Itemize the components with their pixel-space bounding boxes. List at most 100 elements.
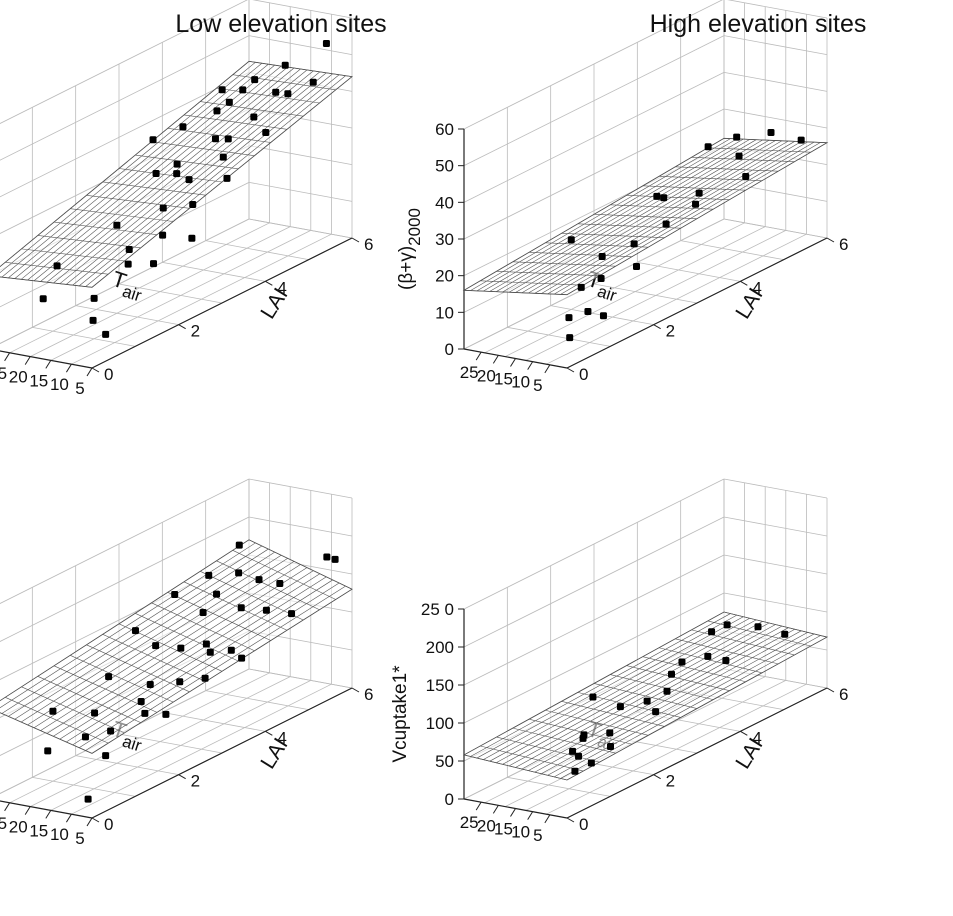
surface-mesh-line [1, 63, 263, 278]
lai-tick-label: 2 [666, 322, 675, 341]
data-point [179, 123, 187, 131]
surface-mesh-line [14, 551, 275, 720]
surface-mesh-line [642, 656, 746, 683]
data-point [239, 86, 247, 94]
surface-mesh-line [0, 62, 256, 274]
data-point [173, 170, 181, 178]
surface-mesh-line [508, 139, 770, 293]
data-point [589, 693, 597, 701]
surface-mesh-line [33, 67, 295, 282]
data-point [323, 553, 331, 561]
z-tick-label: 200 [426, 638, 454, 657]
panel-3: 0501001502002502520151050246Vcuptake1*Ta… [0, 478, 373, 848]
z-axis-label: Vcuptake1* [390, 665, 411, 763]
floor-grid-line [484, 222, 745, 354]
surface-mesh-line [626, 665, 730, 691]
floor-grid-line [118, 283, 223, 304]
tair-tick-label: 15 [494, 370, 513, 389]
data-point [668, 670, 675, 678]
data-point [211, 135, 219, 143]
floor-grid-line [507, 776, 611, 797]
tair-tick-label: 10 [50, 825, 69, 844]
tair-tick [492, 805, 499, 814]
z-tick-label: 50 [435, 157, 454, 176]
tair-tick-label: 5 [75, 829, 84, 848]
back-wall-grid-line [248, 181, 353, 202]
data-point [565, 314, 573, 322]
lai-tick [265, 280, 273, 286]
data-point [331, 555, 339, 563]
lai-tick [566, 367, 575, 373]
panel-1: 01020304050602520151050246(β+γ)2000TairL… [0, 0, 373, 398]
lai-tick [91, 817, 100, 823]
tair-tick [527, 811, 534, 820]
surface-mesh-line [135, 154, 239, 170]
data-point [692, 200, 700, 208]
lai-axis-line [566, 237, 828, 369]
data-point [150, 260, 158, 268]
surface-mesh-line [593, 683, 698, 709]
data-point [159, 231, 167, 239]
data-point [159, 204, 167, 212]
surface-mesh-line [135, 613, 239, 662]
surface-mesh-line [723, 138, 828, 143]
surface-mesh-line [489, 139, 750, 292]
data-point [141, 709, 149, 717]
lai-axis-label: LAI [256, 284, 292, 323]
data-point [754, 623, 762, 631]
surface-mesh-line [496, 139, 757, 292]
surface-mesh-line [200, 571, 304, 621]
back-wall-grid-line [248, 145, 353, 166]
floor-grid-line [505, 226, 766, 357]
regression-surface [0, 539, 353, 754]
tair-tick [510, 358, 516, 367]
tair-tick [510, 808, 516, 817]
lai-tick-label: 6 [364, 235, 373, 254]
lai-tick [653, 774, 661, 780]
z-tick-label: 150 [426, 676, 454, 695]
floor-grid-line [71, 683, 332, 815]
surface-mesh-line [470, 613, 731, 757]
surface-fill [0, 539, 353, 754]
floor-grid-line [205, 240, 309, 261]
z-tick-label: 60 [435, 120, 454, 139]
floor-grid-line [507, 326, 611, 347]
data-point [131, 627, 139, 635]
tair-tick-label: 25 [460, 813, 479, 832]
surface-mesh-line [232, 74, 336, 91]
data-point [213, 107, 221, 115]
z-tick-label: 50 [435, 752, 454, 771]
data-point [162, 710, 170, 718]
z-tick-label: 100 [426, 714, 454, 733]
z-axis-label-sub: 2000 [405, 208, 424, 246]
surface-mesh-line [151, 602, 255, 652]
floor-grid-line [593, 283, 698, 304]
data-point [598, 253, 606, 260]
data-point [146, 680, 154, 688]
tair-tick-label: 15 [494, 820, 513, 839]
tair-tick-label: 10 [511, 823, 530, 842]
lai-axis-line [91, 687, 353, 819]
floor-grid-line [118, 733, 223, 754]
data-point [171, 591, 179, 599]
z-tick-label: 0 [445, 790, 454, 809]
data-point [202, 640, 210, 648]
data-point [569, 747, 577, 755]
lai-tick [351, 237, 360, 243]
tair-tick [86, 817, 93, 827]
surface-mesh-line [183, 581, 288, 631]
z-tick-label: 0 [445, 340, 454, 359]
data-point [237, 604, 245, 612]
lai-tick [566, 817, 575, 823]
tair-tick-label: 25 [460, 363, 479, 382]
tair-tick-label: 5 [533, 376, 542, 395]
data-point [708, 628, 716, 636]
z-tick-label: 30 [435, 230, 454, 249]
surface-mesh-line [463, 138, 725, 291]
data-point [189, 201, 197, 209]
floor-grid-line [71, 233, 332, 365]
surface-mesh-line [463, 754, 568, 781]
data-point [206, 648, 214, 656]
